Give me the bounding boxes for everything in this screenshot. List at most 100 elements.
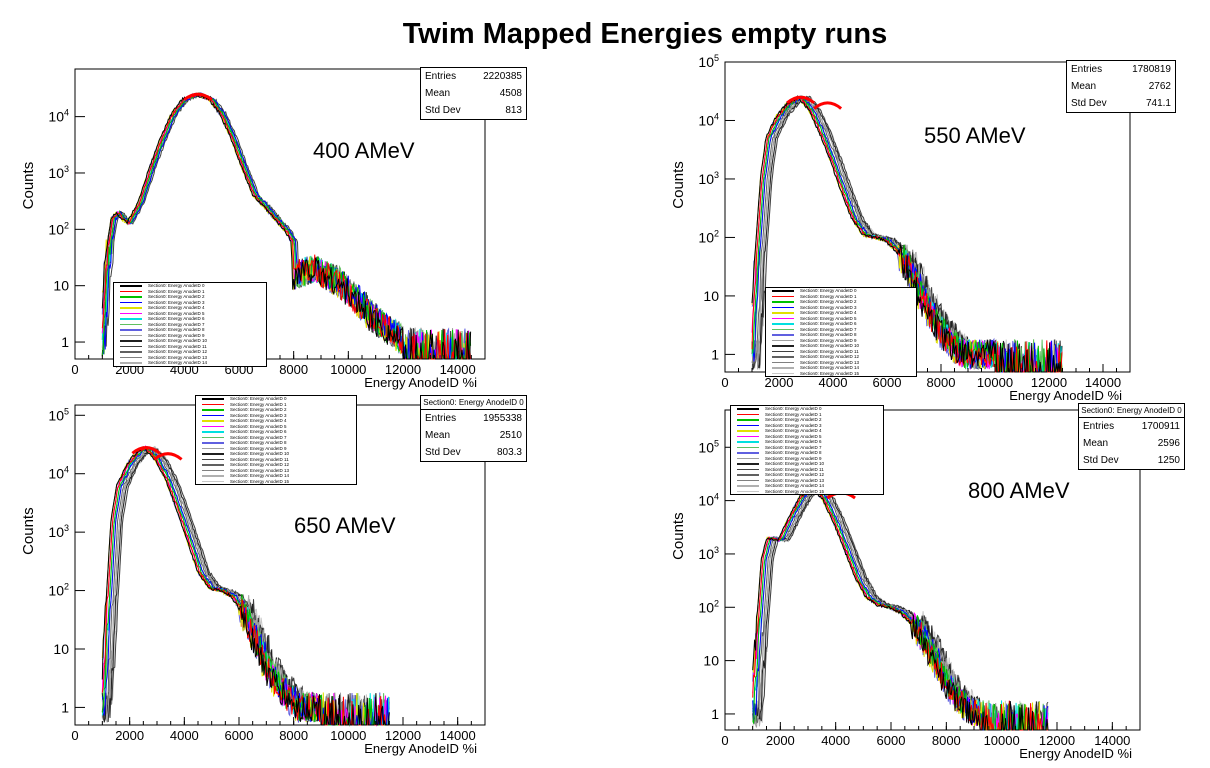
x-tick-label: 10000 bbox=[330, 362, 366, 377]
legend-swatch bbox=[120, 340, 142, 342]
stats-key: Std Dev bbox=[425, 105, 461, 116]
x-tick-label: 4000 bbox=[819, 375, 848, 390]
y-tick-label: 104 bbox=[698, 111, 719, 128]
legend-swatch bbox=[120, 301, 142, 303]
legend-text: Section0: Energy AnodeID 11 bbox=[765, 466, 824, 472]
y-tick-label: 102 bbox=[698, 228, 719, 245]
legend-entry: Section0: Energy AnodeID 11 bbox=[114, 344, 266, 350]
x-axis-label: Energy AnodeID %i bbox=[1019, 746, 1132, 761]
legend-swatch bbox=[202, 464, 224, 466]
x-tick-label: 12000 bbox=[1031, 375, 1067, 390]
legend-text: Section0: Energy AnodeID 10 bbox=[230, 451, 290, 456]
y-tick-label: 102 bbox=[48, 220, 69, 237]
legend-entry: Section0: Energy AnodeID 1 bbox=[196, 402, 356, 408]
legend-entry: Section0: Energy AnodeID 10 bbox=[731, 461, 883, 467]
energy-label: 400 AMeV bbox=[313, 138, 415, 163]
y-tick-label: 103 bbox=[698, 170, 719, 187]
stats-box: Section0: Energy AnodeID 0 Entries 1700911… bbox=[1078, 403, 1185, 470]
legend-text: Section0: Energy AnodeID 9 bbox=[800, 337, 857, 343]
legend-entry: Section0: Energy AnodeID 15 bbox=[196, 479, 356, 485]
y-tick-label: 105 bbox=[698, 53, 719, 70]
legend-text: Section0: Energy AnodeID 4 bbox=[765, 428, 822, 433]
x-tick-label: 8000 bbox=[932, 733, 961, 748]
legend-entry: Section0: Energy AnodeID 0 bbox=[731, 406, 883, 412]
stats-row: Mean 4508 bbox=[421, 85, 526, 102]
legend-text: Section0: Energy AnodeID 7 bbox=[148, 321, 205, 327]
legend-swatch bbox=[737, 435, 759, 437]
legend-text: Section0: Energy AnodeID 7 bbox=[765, 444, 822, 450]
x-axis-label: Energy AnodeID %i bbox=[364, 741, 477, 756]
y-axis-label: Counts bbox=[670, 512, 687, 560]
x-tick-label: 4000 bbox=[821, 733, 850, 748]
stats-key: Mean bbox=[1083, 438, 1109, 449]
legend-swatch bbox=[202, 436, 224, 438]
energy-label: 650 AMeV bbox=[294, 513, 396, 538]
stats-row: Entries 1955338 bbox=[421, 410, 526, 427]
stats-key: Std Dev bbox=[1071, 98, 1107, 109]
legend-entry: Section0: Energy AnodeID 5 bbox=[114, 311, 266, 317]
legend-swatch bbox=[202, 409, 224, 411]
legend-entry: Section0: Energy AnodeID 2 bbox=[766, 299, 916, 305]
chart-panel-3: 0 2000 4000 6000 8000 10000 12000 14000 1 10 102 10… bbox=[670, 400, 1185, 761]
legend-text: Section0: Energy AnodeID 10 bbox=[765, 461, 825, 466]
legend-text: Section0: Energy AnodeID 4 bbox=[230, 418, 287, 423]
legend-swatch bbox=[772, 339, 794, 341]
legend-text: Section0: Energy AnodeID 3 bbox=[148, 299, 205, 305]
x-axis-label: Energy AnodeID %i bbox=[364, 375, 477, 390]
legend-entry: Section0: Energy AnodeID 5 bbox=[196, 424, 356, 430]
x-tick-label: 0 bbox=[721, 375, 728, 390]
legend-text: Section0: Energy AnodeID 12 bbox=[765, 472, 825, 477]
legend-swatch bbox=[202, 480, 224, 482]
legend-swatch bbox=[120, 329, 142, 331]
stats-key: Mean bbox=[425, 88, 451, 99]
legend-swatch bbox=[120, 345, 142, 347]
peak-marker-0 bbox=[183, 92, 213, 101]
legend-swatch bbox=[202, 469, 224, 471]
legend-entry: Section0: Energy AnodeID 15 bbox=[731, 489, 883, 495]
legend-text: Section0: Energy AnodeID 12 bbox=[230, 462, 290, 467]
legend-swatch bbox=[772, 312, 794, 314]
legend-text: Section0: Energy AnodeID 3 bbox=[800, 304, 857, 310]
legend-swatch bbox=[772, 328, 794, 330]
legend-text: Section0: Energy AnodeID 5 bbox=[800, 315, 857, 321]
legend-text: Section0: Energy AnodeID 0 bbox=[765, 406, 822, 411]
legend-text: Section0: Energy AnodeID 11 bbox=[230, 456, 289, 462]
legend-entry: Section0: Energy AnodeID 10 bbox=[766, 343, 916, 349]
legend-swatch bbox=[737, 430, 759, 432]
y-tick-label: 105 bbox=[48, 406, 69, 423]
legend-swatch bbox=[772, 350, 794, 352]
legend-swatch bbox=[772, 295, 794, 297]
legend-entry: Section0: Energy AnodeID 3 bbox=[766, 305, 916, 311]
legend-swatch bbox=[120, 285, 142, 287]
legend-text: Section0: Energy AnodeID 4 bbox=[800, 310, 857, 315]
stats-key: Std Dev bbox=[1083, 455, 1119, 466]
legend-entry: Section0: Energy AnodeID 8 bbox=[731, 450, 883, 456]
x-tick-label: 12000 bbox=[385, 728, 421, 743]
stats-box: Entries 2220385 Mean 4508 Std Dev 813 bbox=[420, 67, 527, 120]
peak-marker-1 bbox=[813, 101, 843, 110]
x-tick-label: 14000 bbox=[1085, 375, 1121, 390]
legend-swatch bbox=[202, 475, 224, 477]
x-tick-label: 10000 bbox=[330, 728, 366, 743]
legend-swatch bbox=[772, 367, 794, 369]
stats-row: Entries 1700911 bbox=[1079, 418, 1184, 435]
legend-entry: Section0: Energy AnodeID 14 bbox=[196, 473, 356, 479]
legend-entry: Section0: Energy AnodeID 3 bbox=[114, 300, 266, 306]
x-tick-label: 8000 bbox=[927, 375, 956, 390]
legend-text: Section0: Energy AnodeID 3 bbox=[230, 412, 287, 418]
legend-swatch bbox=[772, 356, 794, 358]
legend-entry: Section0: Energy AnodeID 15 bbox=[766, 371, 916, 377]
legend: Section0: Energy AnodeID 0 Section0: Ener… bbox=[730, 405, 884, 495]
legend-swatch bbox=[772, 301, 794, 303]
stats-row: Mean 2510 bbox=[421, 427, 526, 444]
legend-entry: Section0: Energy AnodeID 11 bbox=[196, 457, 356, 463]
legend-entry: Section0: Energy AnodeID 13 bbox=[114, 355, 266, 361]
stats-key: Entries bbox=[425, 413, 457, 424]
legend-entry: Section0: Energy AnodeID 14 bbox=[766, 365, 916, 371]
legend-entry: Section0: Energy AnodeID 13 bbox=[731, 478, 883, 484]
y-axis-label: Counts bbox=[670, 161, 687, 209]
legend-text: Section0: Energy AnodeID 13 bbox=[765, 477, 825, 483]
legend-swatch bbox=[202, 442, 224, 444]
x-tick-label: 2000 bbox=[765, 375, 794, 390]
legend-swatch bbox=[120, 351, 142, 353]
